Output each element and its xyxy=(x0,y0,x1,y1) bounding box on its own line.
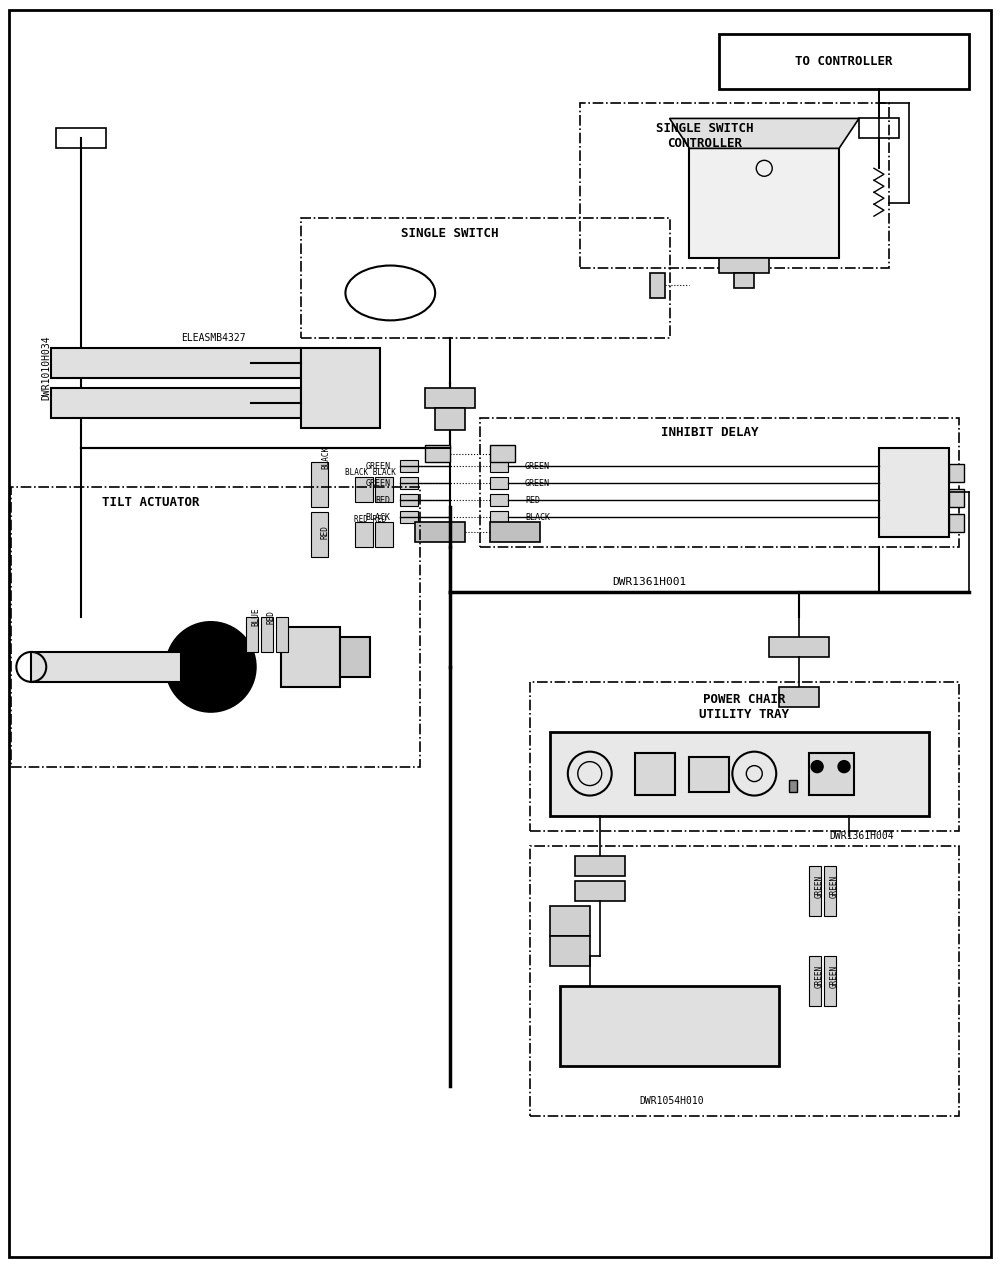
Bar xyxy=(949,514,964,532)
Bar xyxy=(530,682,959,831)
Bar xyxy=(51,388,301,418)
Text: DWR1010H034: DWR1010H034 xyxy=(41,336,51,400)
Text: GREEN: GREEN xyxy=(365,462,390,471)
Bar xyxy=(276,617,288,653)
Bar xyxy=(425,388,475,408)
Bar xyxy=(480,418,959,547)
Bar xyxy=(425,445,450,462)
Bar xyxy=(769,637,829,656)
Bar xyxy=(490,512,508,523)
Polygon shape xyxy=(670,118,859,148)
Bar xyxy=(490,494,508,507)
Bar xyxy=(635,753,675,794)
Bar xyxy=(261,617,273,653)
Bar xyxy=(311,462,328,507)
Bar xyxy=(789,779,797,792)
Bar xyxy=(859,118,899,138)
Bar xyxy=(809,957,821,1006)
Text: DWR1054H010: DWR1054H010 xyxy=(640,1096,704,1106)
Bar xyxy=(734,272,754,288)
Text: GREEN: GREEN xyxy=(525,479,550,488)
Text: TILT ACTUATOR: TILT ACTUATOR xyxy=(102,495,200,509)
Text: BLACK BLACK: BLACK BLACK xyxy=(345,468,396,476)
Text: BLACK: BLACK xyxy=(525,513,550,522)
Circle shape xyxy=(838,760,850,773)
Bar xyxy=(575,856,625,877)
Bar xyxy=(550,936,590,965)
Text: BLUE: BLUE xyxy=(251,608,260,626)
Bar xyxy=(580,104,889,269)
Bar xyxy=(301,218,670,338)
Bar xyxy=(56,128,106,148)
Bar xyxy=(400,460,418,473)
Text: GREEN: GREEN xyxy=(815,874,824,898)
Bar xyxy=(400,494,418,507)
Bar xyxy=(809,753,854,794)
Bar xyxy=(311,512,328,557)
Bar xyxy=(400,512,418,523)
Bar xyxy=(719,34,969,89)
Bar xyxy=(490,478,508,489)
Bar xyxy=(11,488,420,767)
Bar xyxy=(281,627,340,687)
Bar xyxy=(490,522,540,542)
Bar xyxy=(949,465,964,483)
Bar xyxy=(719,258,769,272)
Bar xyxy=(824,957,836,1006)
Text: RED RED: RED RED xyxy=(354,514,387,523)
Text: GREEN: GREEN xyxy=(815,964,824,987)
Bar xyxy=(490,460,508,473)
Text: RED: RED xyxy=(266,611,275,623)
Text: POWER CHAIR
UTILITY TRAY: POWER CHAIR UTILITY TRAY xyxy=(699,693,789,721)
Text: GREEN: GREEN xyxy=(830,874,839,898)
Bar xyxy=(824,867,836,916)
Bar xyxy=(355,522,373,547)
Bar xyxy=(340,637,370,677)
Bar xyxy=(246,617,258,653)
Bar xyxy=(375,522,393,547)
Text: DWR1361H001: DWR1361H001 xyxy=(612,578,687,587)
Bar xyxy=(400,478,418,489)
Bar xyxy=(689,756,729,792)
Text: RED: RED xyxy=(321,526,330,540)
Text: DWR1361H004: DWR1361H004 xyxy=(829,831,894,841)
Bar xyxy=(879,447,949,537)
Bar xyxy=(689,148,839,258)
Bar xyxy=(355,478,373,502)
Bar xyxy=(550,906,590,936)
Text: RED: RED xyxy=(375,495,390,504)
Bar xyxy=(31,653,181,682)
Bar xyxy=(415,522,465,542)
Text: GREEN: GREEN xyxy=(830,964,839,987)
Circle shape xyxy=(811,760,823,773)
Text: TO CONTROLLER: TO CONTROLLER xyxy=(795,54,893,68)
Bar xyxy=(490,445,515,462)
Text: BLACK: BLACK xyxy=(321,446,330,469)
Text: GREEN: GREEN xyxy=(365,479,390,488)
Text: SINGLE SWITCH
CONTROLLER: SINGLE SWITCH CONTROLLER xyxy=(656,123,753,151)
Text: BLACK: BLACK xyxy=(365,513,390,522)
Bar xyxy=(779,687,819,707)
Bar xyxy=(530,846,959,1116)
Text: ELEASMB4327: ELEASMB4327 xyxy=(181,333,246,343)
Text: RED: RED xyxy=(525,495,540,504)
Bar xyxy=(575,882,625,901)
Ellipse shape xyxy=(166,622,256,712)
Bar xyxy=(375,478,393,502)
Bar xyxy=(301,348,380,427)
Text: SINGLE SWITCH: SINGLE SWITCH xyxy=(401,227,499,239)
Text: GREEN: GREEN xyxy=(525,462,550,471)
Bar xyxy=(560,986,779,1066)
Text: INHIBIT DELAY: INHIBIT DELAY xyxy=(661,426,758,440)
Bar xyxy=(435,408,465,430)
Bar xyxy=(51,348,301,378)
Bar xyxy=(550,732,929,816)
Bar xyxy=(949,489,964,507)
Bar xyxy=(809,867,821,916)
Bar xyxy=(650,272,665,298)
